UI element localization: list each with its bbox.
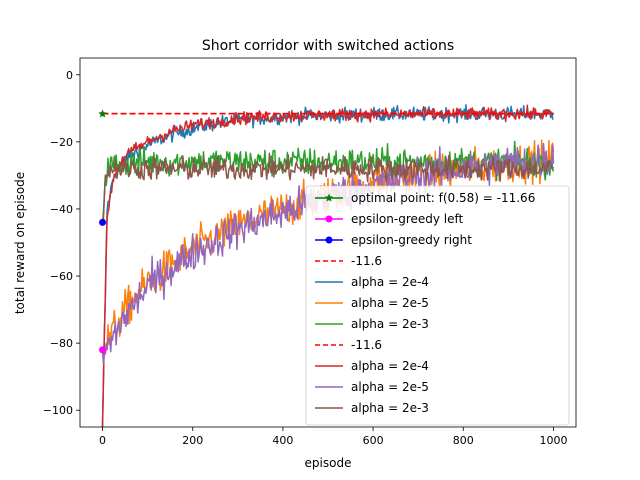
legend-label: -11.6 [351,338,382,352]
legend-entry: alpha = 2e-5 [315,380,429,394]
legend-box [305,185,570,426]
legend-label: optimal point: f(0.58) = -11.66 [351,191,535,205]
x-tick-label: 200 [182,434,203,447]
legend-entry: alpha = 2e-3 [315,317,429,331]
y-tick-label: −100 [43,404,73,417]
point-marker [99,346,107,354]
legend-entry: epsilon-greedy left [315,212,464,226]
legend-entry: alpha = 2e-5 [315,296,429,310]
legend-marker [325,215,333,223]
axes-frame [79,57,577,428]
x-axis-label: episode [305,456,352,470]
legend-label: alpha = 2e-3 [351,317,429,331]
legend-entry: epsilon-greedy right [315,233,472,247]
legend-entry: alpha = 2e-3 [315,401,429,415]
point-marker [99,218,107,226]
legend-entry: alpha = 2e-4 [315,359,429,373]
star-marker [324,193,334,202]
y-tick-label: −20 [50,136,73,149]
legend-label: alpha = 2e-4 [351,359,429,373]
legend-entry: -11.6 [315,254,382,268]
x-tick-label: 1000 [539,434,567,447]
legend-label: alpha = 2e-3 [351,401,429,415]
legend-label: -11.6 [351,254,382,268]
legend-entry: optimal point: f(0.58) = -11.66 [315,191,535,205]
y-axis-label: total reward on episode [13,172,27,314]
legend-entry: alpha = 2e-4 [315,275,429,289]
y-tick-label: −60 [50,270,73,283]
legend-marker [325,236,333,244]
y-tick-label: −80 [50,337,73,350]
legend-label: epsilon-greedy left [351,212,464,226]
star-marker [98,109,107,118]
legend-label: alpha = 2e-5 [351,380,429,394]
chart-title: Short corridor with switched actions [202,38,454,54]
x-tick-label: 800 [453,434,474,447]
x-tick-label: 400 [272,434,293,447]
x-tick-label: 0 [99,434,106,447]
legend-label: epsilon-greedy right [351,233,472,247]
y-tick-label: 0 [66,69,73,82]
axes: 0 200 400 600 800 1000 0 −20 −40 −60 −80 −100 [43,57,577,447]
legend-label: alpha = 2e-5 [351,296,429,310]
legend: optimal point: f(0.58) = -11.66 epsilon-g… [305,185,570,426]
y-tick-label: −40 [50,203,73,216]
legend-label: alpha = 2e-4 [351,275,429,289]
series-line [101,104,555,427]
series-line [101,152,555,223]
legend-entry: -11.6 [315,338,382,352]
x-tick-label: 600 [363,434,384,447]
